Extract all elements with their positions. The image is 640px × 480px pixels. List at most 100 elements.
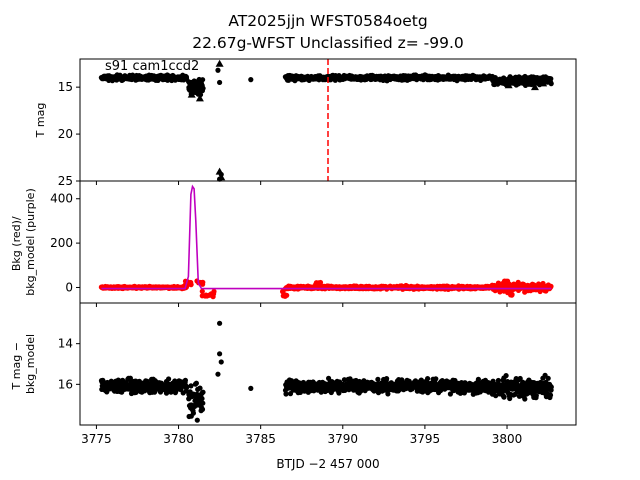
mag-point <box>215 67 221 73</box>
y-tick-label: 14 <box>58 337 73 351</box>
y-tick-label: 200 <box>50 236 73 250</box>
corrected-mag-point <box>461 390 467 396</box>
corrected-mag-point <box>190 410 196 416</box>
corrected-mag-point <box>182 377 188 383</box>
corrected-mag-point <box>217 320 223 326</box>
panel-top-axes: 15 20 25 <box>58 80 80 188</box>
corrected-mag-point <box>215 371 221 377</box>
corrected-mag-point <box>545 375 551 381</box>
corrected-mag-point <box>188 383 194 389</box>
panel-top: 15 20 25 s91 cam1ccd2 T mag <box>34 58 577 188</box>
x-tick-label: 3800 <box>492 432 523 446</box>
mag-point <box>248 77 254 83</box>
x-tick-label: 3795 <box>410 432 441 446</box>
upper-limit-marker <box>217 173 226 181</box>
corrected-mag-point <box>248 385 254 391</box>
bkg-point <box>211 288 217 295</box>
mag-point <box>548 76 554 82</box>
y-tick-label: 25 <box>58 174 73 188</box>
corrected-mag-point <box>517 375 523 382</box>
corrected-mag-point <box>197 385 203 391</box>
corrected-mag-point <box>433 376 439 382</box>
y-tick-label: 15 <box>58 80 73 94</box>
corrected-mag-point <box>533 393 539 399</box>
corrected-mag-point <box>341 377 347 383</box>
bkg-model-line <box>101 184 552 290</box>
bkg-point <box>313 280 319 286</box>
corrected-mag-point <box>218 359 224 365</box>
corrected-mag-point <box>425 376 431 382</box>
panel-middle-ylabel-line1: Bkg (red)/ <box>10 216 23 271</box>
corrected-mag-point <box>326 375 332 381</box>
chart-title-line1: AT2025jjn WFST0584oetg <box>228 12 427 30</box>
corrected-mag-point <box>200 389 206 395</box>
y-tick-label: 400 <box>50 192 73 206</box>
corrected-mag-point <box>336 390 342 396</box>
corrected-mag-point <box>200 400 206 406</box>
panel-bottom-axes: 14 16 <box>58 337 80 391</box>
x-axis: 3775 3780 3785 3790 3795 3800 <box>81 181 522 446</box>
panel-bottom-ylabel: T mag − bkg_model <box>10 334 37 394</box>
panel-middle: 0 200 400 Bkg (red)/ bkg_model (purple) <box>10 180 577 304</box>
bkg-point <box>501 278 508 284</box>
panel-top-ylabel: T mag <box>34 103 47 139</box>
upper-limit-marker <box>187 90 196 98</box>
corrected-mag-point <box>193 380 199 386</box>
bkg-point <box>188 282 194 288</box>
upper-limit-marker <box>195 94 204 102</box>
y-tick-label: 16 <box>58 377 73 391</box>
upper-limit-marker <box>530 83 539 91</box>
corrected-mag-point <box>503 373 509 379</box>
x-axis-label: BTJD −2 457 000 <box>276 457 379 471</box>
x-tick-label: 3780 <box>163 432 194 446</box>
bkg-point <box>200 281 206 287</box>
corrected-mag-point <box>501 394 507 400</box>
corrected-mag-point <box>385 391 391 397</box>
x-tick-label: 3790 <box>328 432 359 446</box>
panel-middle-ylabel-line2: bkg_model (purple) <box>24 188 37 295</box>
bkg-point <box>548 283 554 289</box>
panel-top-data <box>98 59 554 182</box>
mag-point <box>548 81 554 87</box>
panel-bottom-data <box>98 320 554 423</box>
y-tick-label: 20 <box>58 127 73 141</box>
mag-point <box>200 77 206 83</box>
bkg-point <box>202 293 209 299</box>
corrected-mag-point <box>283 391 289 397</box>
bkg-point <box>509 291 515 298</box>
upper-limit-marker <box>504 81 513 89</box>
corrected-mag-point <box>384 376 390 382</box>
corrected-mag-point <box>548 384 554 390</box>
corrected-mag-point <box>507 395 513 402</box>
x-tick-label: 3785 <box>245 432 276 446</box>
corrected-mag-point <box>199 406 206 412</box>
bkg-point <box>317 279 324 286</box>
corrected-mag-point <box>217 351 223 357</box>
panel-middle-ylabel: Bkg (red)/ bkg_model (purple) <box>10 188 37 295</box>
corrected-mag-point <box>547 392 554 398</box>
mag-point <box>200 85 206 91</box>
bkg-point <box>280 289 286 295</box>
panel-annotation: s91 cam1ccd2 <box>105 59 199 74</box>
panel-bottom-ylabel-line1: T mag − <box>10 342 23 390</box>
upper-limit-marker <box>215 167 224 175</box>
y-tick-label: 0 <box>65 280 73 294</box>
bkg-point <box>210 294 216 300</box>
corrected-mag-point <box>375 376 381 382</box>
corrected-mag-point <box>183 385 190 391</box>
bkg-point <box>199 288 205 294</box>
panel-bottom-ylabel-line2: bkg_model <box>24 334 37 394</box>
corrected-mag-point <box>199 396 205 402</box>
panel-bottom-frame <box>79 302 577 426</box>
mag-point <box>217 79 223 86</box>
upper-limit-marker <box>539 79 548 87</box>
x-tick-label: 3775 <box>81 432 112 446</box>
chart-title-line2: 22.67g-WFST Unclassified z= -99.0 <box>192 34 464 52</box>
corrected-mag-point <box>194 417 200 423</box>
corrected-mag-point <box>166 376 172 382</box>
panel-top-ylabel-text: T mag <box>34 103 47 139</box>
bkg-point <box>284 292 290 298</box>
corrected-mag-point <box>522 396 528 402</box>
